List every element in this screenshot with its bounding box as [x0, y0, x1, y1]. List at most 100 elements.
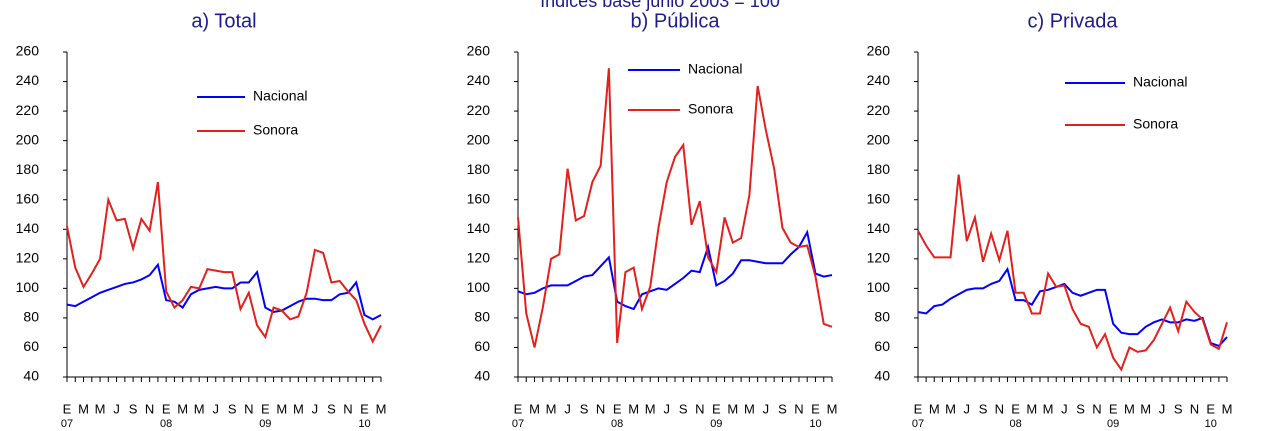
- year-label: 09: [1107, 418, 1119, 430]
- y-tick-label: 140: [467, 220, 491, 236]
- x-tick-label: E: [261, 401, 270, 416]
- year-label: 10: [1205, 418, 1217, 430]
- x-tick-label: M: [1140, 401, 1151, 416]
- x-tick-label: J: [312, 401, 319, 416]
- y-tick-label: 260: [867, 43, 891, 59]
- x-tick-label: N: [343, 401, 352, 416]
- x-tick-label: M: [1043, 401, 1054, 416]
- y-tick-label: 180: [467, 161, 491, 177]
- x-tick-label: M: [95, 401, 106, 416]
- x-tick-label: M: [945, 401, 956, 416]
- year-label: 08: [1009, 418, 1021, 430]
- series-line: [66, 262, 382, 321]
- y-tick-label: 260: [16, 43, 40, 59]
- x-tick-label: E: [1011, 401, 1020, 416]
- x-tick-label: E: [914, 401, 923, 416]
- x-tick-label: E: [162, 401, 171, 416]
- x-tick-label: J: [964, 401, 971, 416]
- legend-label: Sonora: [688, 101, 733, 117]
- x-tick-label: E: [360, 401, 369, 416]
- x-tick-label: S: [679, 401, 688, 416]
- y-tick-label: 220: [867, 102, 891, 118]
- x-tick-label: M: [744, 401, 755, 416]
- x-tick-label: M: [727, 401, 738, 416]
- year-label: 07: [61, 418, 73, 430]
- x-tick-label: M: [645, 401, 656, 416]
- x-tick-label: J: [663, 401, 670, 416]
- x-tick-label: E: [63, 401, 72, 416]
- x-tick-label: M: [929, 401, 940, 416]
- y-tick-label: 200: [867, 131, 891, 147]
- x-tick-label: N: [995, 401, 1004, 416]
- x-tick-label: J: [1061, 401, 1068, 416]
- panel-title: b) Pública: [631, 10, 721, 32]
- x-tick-label: J: [763, 401, 770, 416]
- y-tick-label: 120: [467, 250, 491, 266]
- year-label: 09: [259, 418, 271, 430]
- y-tick-label: 240: [867, 72, 891, 88]
- y-tick-label: 220: [467, 102, 491, 118]
- x-tick-label: S: [129, 401, 138, 416]
- y-tick-label: 160: [16, 190, 40, 206]
- y-tick-label: 140: [867, 220, 891, 236]
- year-label: 09: [710, 418, 722, 430]
- x-tick-label: J: [1159, 401, 1166, 416]
- x-tick-label: M: [628, 401, 639, 416]
- y-tick-label: 40: [23, 368, 39, 384]
- y-tick-label: 180: [16, 161, 40, 177]
- legend-label: Nacional: [253, 88, 307, 104]
- x-tick-label: M: [1222, 401, 1233, 416]
- x-tick-label: S: [327, 401, 336, 416]
- x-tick-label: N: [794, 401, 803, 416]
- x-tick-label: S: [1174, 401, 1183, 416]
- year-label: 07: [912, 418, 924, 430]
- x-tick-label: S: [580, 401, 589, 416]
- series-line: [517, 68, 833, 348]
- legend-label: Sonora: [253, 122, 298, 138]
- year-label: 07: [512, 418, 524, 430]
- x-tick-label: E: [1109, 401, 1118, 416]
- y-tick-label: 260: [467, 43, 491, 59]
- x-tick-label: J: [113, 401, 120, 416]
- x-tick-label: M: [276, 401, 287, 416]
- x-tick-label: S: [778, 401, 787, 416]
- y-tick-label: 200: [467, 131, 491, 147]
- y-tick-label: 80: [874, 309, 890, 325]
- x-tick-label: E: [613, 401, 622, 416]
- y-tick-label: 120: [16, 250, 40, 266]
- x-tick-label: J: [212, 401, 219, 416]
- x-tick-label: N: [1190, 401, 1199, 416]
- y-tick-label: 180: [867, 161, 891, 177]
- y-tick-label: 80: [23, 309, 39, 325]
- legend-label: Nacional: [1133, 74, 1187, 90]
- x-tick-label: M: [1124, 401, 1135, 416]
- year-label: 10: [809, 418, 821, 430]
- x-tick-label: E: [514, 401, 523, 416]
- x-tick-label: M: [78, 401, 89, 416]
- y-tick-label: 220: [16, 102, 40, 118]
- panel-title: c) Privada: [1027, 10, 1118, 32]
- year-label: 08: [611, 418, 623, 430]
- x-tick-label: E: [1206, 401, 1215, 416]
- x-tick-label: N: [1092, 401, 1101, 416]
- x-tick-label: N: [695, 401, 704, 416]
- panel-title: a) Total: [191, 10, 256, 32]
- legend-label: Nacional: [688, 61, 742, 77]
- x-tick-label: M: [293, 401, 304, 416]
- x-tick-label: S: [1076, 401, 1085, 416]
- x-tick-label: M: [194, 401, 205, 416]
- page-title: Índices base junio 2003 = 100: [540, 0, 780, 11]
- y-tick-label: 160: [867, 190, 891, 206]
- y-tick-label: 120: [867, 250, 891, 266]
- y-tick-label: 240: [16, 72, 40, 88]
- y-tick-label: 80: [474, 309, 490, 325]
- x-tick-label: S: [979, 401, 988, 416]
- x-tick-label: E: [811, 401, 820, 416]
- y-tick-label: 100: [467, 279, 491, 295]
- x-tick-label: M: [376, 401, 387, 416]
- x-tick-label: J: [564, 401, 571, 416]
- series-line: [917, 174, 1228, 372]
- x-tick-label: S: [228, 401, 237, 416]
